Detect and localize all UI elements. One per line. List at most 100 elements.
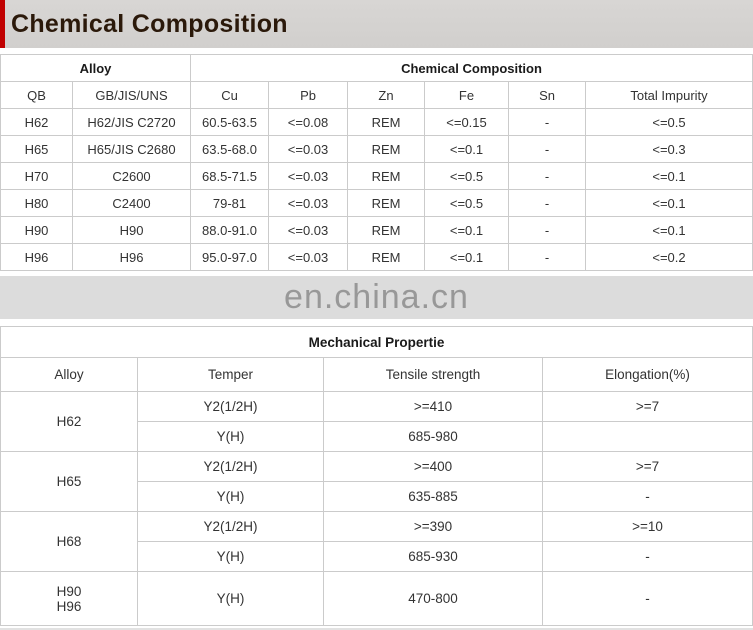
mech-data-cell: 685-980 — [323, 421, 543, 452]
chem-data-cell: 95.0-97.0 — [190, 243, 270, 271]
mech-title-row: Mechanical Propertie — [0, 326, 753, 358]
chemical-table-head: Alloy Chemical Composition QB GB/JIS/UNS Cu P… — [0, 54, 753, 109]
chem-group-header: Chemical Composition — [190, 54, 753, 82]
chem-data-cell: <=0.03 — [268, 162, 349, 190]
mech-data-cell: Y(H) — [137, 481, 324, 512]
chem-data-cell: <=0.1 — [585, 162, 753, 190]
chem-data-cell: - — [508, 108, 587, 136]
chem-data-cell: REM — [347, 135, 426, 163]
chem-data-cell: <=0.1 — [585, 216, 753, 244]
mech-data-row: Y(H) 685-930- — [1, 541, 753, 572]
watermark-text: en.china.cn — [284, 278, 469, 316]
bottom-strip — [0, 628, 753, 630]
chemical-table-body: H62 H62/JIS C2720 60.5-63.5 <=0.08 REM <=0.15… — [0, 108, 753, 271]
mechanical-table-head: Mechanical Propertie Alloy Temper Tensile s… — [0, 326, 753, 392]
chem-data-cell: H90 — [71, 216, 192, 244]
chem-data-cell: REM — [347, 162, 426, 190]
chem-data-cell: 79-81 — [190, 189, 270, 217]
mech-data-cell: >=390 — [323, 511, 543, 542]
mech-column-header-row: Alloy Temper Tensile strength Elongation(%) — [0, 357, 753, 392]
chem-data-cell: H96 — [0, 243, 73, 271]
mech-data-cell: 470-800 — [323, 571, 543, 626]
mech-data-cell: Y(H) — [137, 421, 324, 452]
chem-data-cell: <=0.5 — [424, 189, 510, 217]
chem-data-cell: H65/JIS C2680 — [71, 135, 192, 163]
chem-column-header: Pb — [268, 81, 349, 109]
chem-data-row: H80 C2400 79-81 <=0.03 REM <=0.5- <=0.1 — [0, 189, 753, 217]
mech-data-cell: >=7 — [542, 451, 753, 482]
mech-column-header: Temper — [137, 357, 324, 392]
chem-data-cell: <=0.2 — [585, 243, 753, 271]
chem-data-cell: <=0.1 — [424, 135, 510, 163]
chem-data-cell: <=0.15 — [424, 108, 510, 136]
section-header: Chemical Composition — [0, 0, 753, 48]
mech-data-cell: Y2(1/2H) — [137, 391, 324, 422]
chem-data-cell: 63.5-68.0 — [190, 135, 270, 163]
chem-data-cell: - — [508, 243, 587, 271]
chem-column-header: QB — [0, 81, 73, 109]
mech-data-cell: Y2(1/2H) — [137, 511, 324, 542]
red-accent-bar — [0, 0, 5, 48]
chem-data-cell: <=0.3 — [585, 135, 753, 163]
chem-data-cell: <=0.03 — [268, 135, 349, 163]
chem-data-cell: H62/JIS C2720 — [71, 108, 192, 136]
mech-data-cell: Y2(1/2H) — [137, 451, 324, 482]
page-title: Chemical Composition — [11, 9, 288, 38]
mech-data-row: H68 Y2(1/2H) >=390 >=10 — [0, 511, 753, 572]
chem-data-cell: <=0.5 — [424, 162, 510, 190]
chem-data-cell: - — [508, 135, 587, 163]
mech-data-row: H90 H96 Y(H) 470-800- — [0, 571, 753, 626]
chem-data-cell: <=0.08 — [268, 108, 349, 136]
mech-column-header: Alloy — [0, 357, 138, 392]
chem-data-cell: <=0.03 — [268, 216, 349, 244]
chem-data-cell: H96 — [71, 243, 192, 271]
mech-table-title: Mechanical Propertie — [0, 326, 753, 358]
chem-column-header-row: QB GB/JIS/UNS Cu Pb Zn Fe Sn Total Impurity — [0, 81, 753, 109]
chem-data-cell: H90 — [0, 216, 73, 244]
chem-column-header: Cu — [190, 81, 270, 109]
mech-data-cell: >=410 — [323, 391, 543, 422]
mech-data-cell: - — [542, 571, 753, 626]
chem-data-cell: H62 — [0, 108, 73, 136]
mech-column-header: Elongation(%) — [542, 357, 753, 392]
chem-data-cell: - — [508, 189, 587, 217]
chem-data-cell: H80 — [0, 189, 73, 217]
chem-column-header: GB/JIS/UNS — [71, 81, 192, 109]
chem-group-header: Alloy — [0, 54, 192, 82]
watermark-band: en.china.cn — [0, 276, 753, 319]
mech-data-cell: 685-930 — [323, 541, 543, 572]
chem-column-header: Fe — [424, 81, 510, 109]
chemical-composition-table: Alloy Chemical Composition QB GB/JIS/UNS Cu P… — [0, 54, 753, 271]
chem-column-header: Sn — [508, 81, 587, 109]
chem-data-cell: <=0.03 — [268, 243, 349, 271]
mech-alloy-cell: H62 — [0, 391, 138, 452]
chem-data-row: H62 H62/JIS C2720 60.5-63.5 <=0.08 REM <=0.15… — [0, 108, 753, 136]
chem-data-cell: <=0.1 — [424, 216, 510, 244]
chem-data-row: H70 C2600 68.5-71.5 <=0.03 REM <=0.5- <=0.1 — [0, 162, 753, 190]
mech-alloy-cell: H90 H96 — [0, 571, 138, 626]
mech-alloy-cell: H68 — [0, 511, 138, 572]
mech-data-cell: >=10 — [542, 511, 753, 542]
chem-data-cell: 68.5-71.5 — [190, 162, 270, 190]
chem-data-cell: - — [508, 162, 587, 190]
chem-data-cell: - — [508, 216, 587, 244]
mech-data-cell: - — [542, 541, 753, 572]
chem-data-row: H96 H96 95.0-97.0 <=0.03 REM <=0.1- <=0.2 — [0, 243, 753, 271]
chem-data-cell: REM — [347, 216, 426, 244]
chem-group-header-row: Alloy Chemical Composition — [0, 54, 753, 82]
mech-column-header: Tensile strength — [323, 357, 543, 392]
mech-data-cell — [542, 421, 753, 452]
chem-data-cell: <=0.5 — [585, 108, 753, 136]
chem-column-header: Total Impurity — [585, 81, 753, 109]
mech-data-row: Y(H) 685-980 — [1, 421, 753, 452]
chem-data-cell: C2600 — [71, 162, 192, 190]
mechanical-table-body: H62 Y2(1/2H) >=410 >=7 Y(H) 685-980 H65 Y2(1/2H… — [0, 391, 753, 626]
mech-data-row: H65 Y2(1/2H) >=400 >=7 — [0, 451, 753, 512]
mech-data-row: Y(H) 635-885- — [1, 481, 753, 512]
mech-data-cell: Y(H) — [137, 541, 324, 572]
chem-data-cell: REM — [347, 108, 426, 136]
chem-data-cell: <=0.1 — [585, 189, 753, 217]
chem-column-header: Zn — [347, 81, 426, 109]
chem-data-cell: C2400 — [71, 189, 192, 217]
